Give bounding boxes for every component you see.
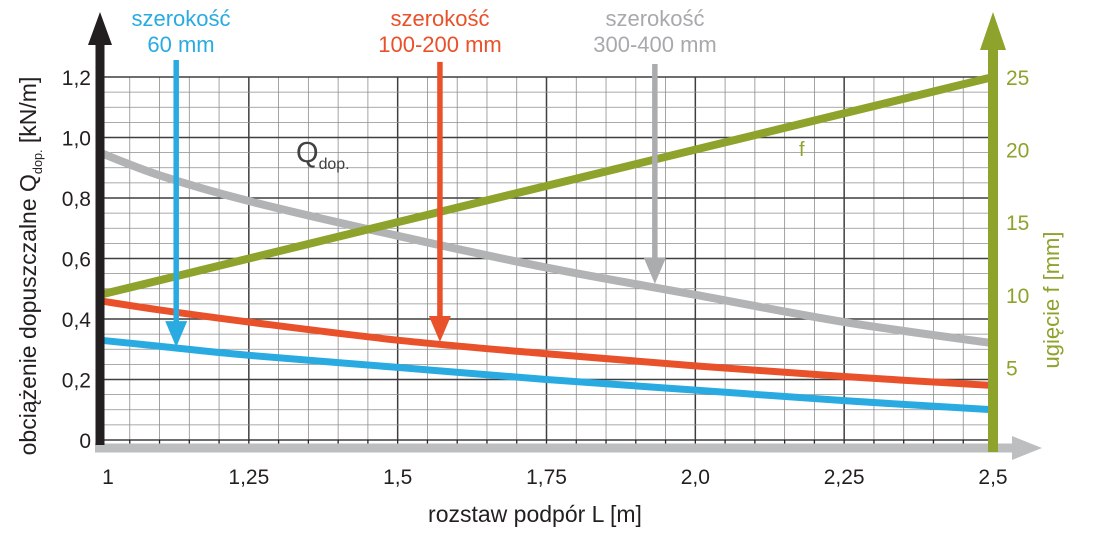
legend-label-300-400mm-line1: szerokość xyxy=(605,6,705,31)
left-axis-title-units: [kN/m] xyxy=(15,76,42,150)
f-curve-label: f xyxy=(799,139,805,161)
qdop-curve-label: Qdop. xyxy=(296,137,350,174)
x-axis-tick-label: 1 xyxy=(102,466,114,489)
legend-label-60mm: szerokość 60 mm xyxy=(131,6,230,58)
left-axis-tick-label: 0,2 xyxy=(62,370,91,393)
legend-label-300-400mm-line2: 300-400 mm xyxy=(593,32,717,57)
annotation-arrowhead-w60 xyxy=(165,321,188,348)
curve-w300-400 xyxy=(98,148,994,348)
right-axis-tick-label: 25 xyxy=(1006,67,1029,90)
right-axis-title: ugięcie f [mm] xyxy=(1039,231,1064,369)
right-axis-arrowhead xyxy=(980,12,1006,50)
x-axis-tick-label: 2,25 xyxy=(824,466,865,489)
right-axis-tick-label: 10 xyxy=(1006,285,1029,308)
right-axis-tick-label: 20 xyxy=(1006,140,1029,163)
left-axis-tick-label: 0,6 xyxy=(62,249,91,272)
legend-label-300-400mm: szerokość 300-400 mm xyxy=(593,6,717,58)
legend-label-100-200mm-line2: 100-200 mm xyxy=(378,32,502,57)
x-axis-tick-label: 1,5 xyxy=(383,466,412,489)
left-axis-title-sub: dop. xyxy=(30,149,45,175)
left-axis-arrowhead xyxy=(88,12,112,45)
left-axis-tick-label: 1,0 xyxy=(62,128,91,151)
right-axis-tick-label: 15 xyxy=(1006,212,1029,235)
left-axis-title: obciążenie dopuszczalne Qdop. [kN/m] xyxy=(15,77,45,456)
left-axis-tick-label: 0 xyxy=(79,430,91,453)
x-axis-title: rozstaw podpór L [m] xyxy=(428,501,642,527)
left-axis-title-text: obciążenie dopuszczalne Q xyxy=(15,174,42,456)
legend-label-60mm-line2: 60 mm xyxy=(147,32,215,57)
annotation-arrowhead-w300-400 xyxy=(643,257,666,284)
qdop-curve-label-main: Q xyxy=(296,137,319,169)
left-axis-tick-label: 0,8 xyxy=(62,188,91,211)
legend-label-100-200mm-line1: szerokość xyxy=(390,6,490,31)
x-axis-tick-label: 2,5 xyxy=(978,466,1007,489)
annotation-arrowhead-w100-200 xyxy=(428,315,451,342)
x-axis-tick-label: 2,0 xyxy=(681,466,710,489)
left-axis-tick-label: 0,4 xyxy=(62,309,92,332)
legend-label-100-200mm: szerokość 100-200 mm xyxy=(378,6,502,58)
left-axis-tick-label: 1,2 xyxy=(62,67,91,90)
right-axis-tick-label: 5 xyxy=(1006,357,1018,380)
x-axis-tick-label: 1,75 xyxy=(526,466,567,489)
legend-label-60mm-line1: szerokość xyxy=(131,6,231,31)
curve-f xyxy=(99,73,994,299)
curve-w100-200 xyxy=(99,297,994,390)
x-axis-tick-label: 1,25 xyxy=(228,466,269,489)
curve-w60 xyxy=(99,336,994,414)
x-axis-arrowhead xyxy=(1012,436,1042,460)
qdop-curve-label-sub: dop. xyxy=(318,155,350,173)
